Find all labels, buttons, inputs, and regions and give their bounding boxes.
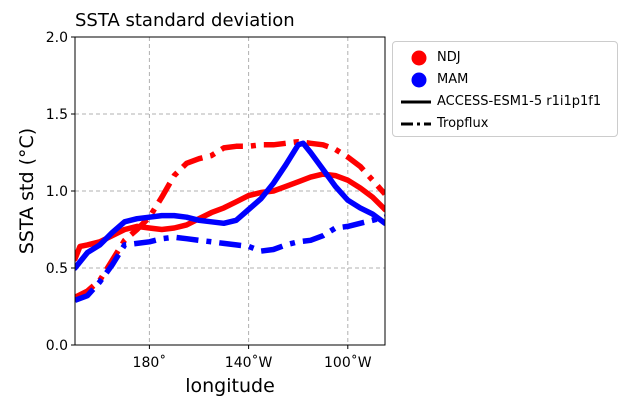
series-line-mam-access [75, 140, 385, 271]
x-axis: 180˚ 140˚W 100˚W [133, 345, 372, 371]
chart-title: SSTA standard deviation [75, 10, 295, 31]
legend-label: MAM [437, 72, 469, 87]
solid-line-icon [401, 100, 431, 104]
legend-item-tropflux: Tropflux [393, 114, 617, 134]
legend-item-ndj: NDJ [393, 48, 617, 68]
legend-item-mam: MAM [393, 70, 617, 90]
series-line-ndj-tropflux [75, 138, 385, 300]
x-tick-label: 100˚W [324, 354, 372, 371]
plot-area [75, 138, 385, 303]
y-tick-label: 0.0 [46, 338, 68, 354]
y-tick-label: 1.0 [46, 184, 68, 200]
circle-marker-icon [411, 50, 427, 66]
y-tick-label: 0.5 [46, 261, 68, 277]
x-tick-label: 180˚ [133, 354, 167, 371]
circle-marker-icon [411, 72, 427, 88]
y-axis-label: SSTA std (°C) [16, 128, 38, 254]
x-axis-label: longitude [185, 375, 275, 397]
legend: NDJ MAM ACCESS-ESM1-5 r1i1p1f1 Tropflux [392, 41, 618, 137]
y-tick-label: 1.5 [46, 107, 68, 123]
legend-label: Tropflux [437, 116, 489, 131]
legend-label: ACCESS-ESM1-5 r1i1p1f1 [437, 94, 602, 109]
dashdot-line-icon [401, 122, 431, 126]
y-tick-label: 2.0 [46, 30, 68, 46]
x-tick-label: 140˚W [225, 354, 273, 371]
series-line-mam-tropflux [75, 214, 385, 303]
legend-item-access: ACCESS-ESM1-5 r1i1p1f1 [393, 92, 617, 112]
legend-label: NDJ [437, 50, 461, 65]
y-axis: 0.0 0.5 1.0 1.5 2.0 [46, 30, 75, 354]
series-line-ndj-access [75, 171, 385, 262]
